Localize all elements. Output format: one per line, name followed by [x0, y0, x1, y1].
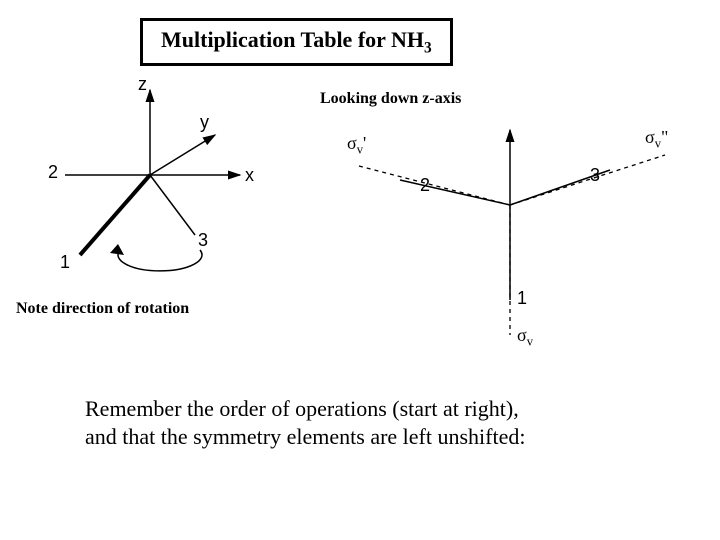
axis-y-label: y: [200, 112, 209, 133]
axis-x-label: x: [245, 165, 254, 186]
reminder-line2: and that the symmetry elements are left …: [85, 424, 525, 449]
right-point-1: 1: [517, 288, 527, 309]
sigma-v: σv: [517, 325, 533, 350]
right-point-3: 3: [590, 165, 600, 186]
note-text: Note direction of rotation: [16, 300, 189, 318]
left-point-1: 1: [60, 252, 70, 273]
right-diagram: 2 3 1 σv' σv" σv: [345, 125, 685, 355]
reminder-line1: Remember the order of operations (start …: [85, 396, 519, 421]
subtitle-text: Looking down z-axis: [320, 90, 461, 108]
left-point-2: 2: [48, 162, 58, 183]
sigma-v-doubleprime: σv": [645, 127, 668, 152]
left-diagram: z y x 2 1 3: [20, 80, 260, 290]
reminder-text: Remember the order of operations (start …: [85, 395, 525, 450]
right-point-2: 2: [420, 175, 430, 196]
left-diagram-svg: [20, 80, 260, 290]
sigma-v-prime: σv': [347, 133, 366, 158]
left-point-3: 3: [198, 230, 208, 251]
right-diagram-svg: [345, 125, 685, 355]
title-sub: 3: [424, 39, 432, 56]
title-prefix: Multiplication Table for NH: [161, 27, 424, 52]
title-box: Multiplication Table for NH3: [140, 18, 453, 66]
axis-z-label: z: [138, 74, 147, 95]
